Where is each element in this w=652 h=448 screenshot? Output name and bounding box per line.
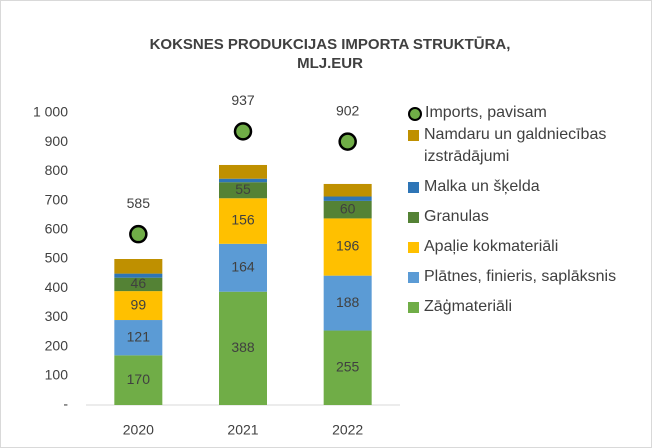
x-tick-label: 2020 — [123, 422, 154, 438]
total-marker — [338, 132, 357, 151]
legend-swatch — [408, 242, 419, 253]
legend-swatch — [408, 107, 422, 121]
total-marker — [129, 224, 148, 244]
bar-segment — [219, 291, 267, 405]
bar-segment — [219, 178, 267, 183]
bar-segment — [114, 355, 163, 405]
legend-swatch — [408, 302, 419, 313]
data-label: 99 — [131, 296, 147, 312]
data-label: 121 — [127, 328, 151, 344]
legend-swatch — [408, 182, 419, 193]
bar-segment — [323, 183, 372, 197]
legend-item: Granulas — [408, 206, 646, 228]
legend: Imports, pavisam Namdaru un galdniecības … — [408, 84, 646, 326]
bar-segment — [114, 291, 163, 321]
bar-segment — [323, 275, 372, 331]
y-tick-label: - — [63, 396, 68, 412]
bar-segment — [114, 320, 163, 356]
bar-segment — [323, 196, 372, 201]
y-tick-label: 400 — [45, 279, 69, 295]
legend-label: Granulas — [424, 208, 489, 225]
data-label: 585 — [127, 195, 151, 211]
bar-segment — [219, 198, 267, 244]
legend-label: Malka un šķelda — [424, 178, 540, 195]
bar-segment — [114, 259, 163, 274]
bar-segment — [114, 273, 163, 278]
data-label: 156 — [231, 212, 255, 228]
data-label: 255 — [336, 358, 360, 374]
legend-label: Apaļie kokmateriāli — [424, 238, 559, 255]
bar-segment — [219, 243, 267, 292]
legend-item: Zāģmateriāli — [408, 296, 646, 318]
y-tick-label: 1 000 — [33, 104, 68, 120]
bar-segment — [219, 182, 267, 199]
legend-item: Malka un šķelda — [408, 176, 646, 198]
x-tick-label: 2022 — [332, 422, 363, 438]
data-label: 196 — [336, 238, 360, 254]
legend-item: Namdaru un galdniecības izstrādājumi — [408, 124, 646, 168]
x-tick-label: 2021 — [227, 422, 258, 438]
y-tick-label: 800 — [45, 162, 69, 178]
data-label: 164 — [231, 258, 255, 274]
legend-swatch — [408, 130, 419, 141]
chart-title: MLJ.EUR — [297, 55, 363, 72]
y-tick-label: 100 — [45, 367, 69, 383]
y-tick-label: 600 — [45, 221, 69, 237]
data-label: 937 — [231, 92, 255, 108]
y-tick-label: 200 — [45, 337, 69, 353]
bar-segment — [323, 218, 372, 276]
data-label: 388 — [231, 339, 255, 355]
data-label: 170 — [127, 371, 151, 387]
legend-label: Namdaru un galdniecības izstrādājumi — [424, 126, 607, 165]
bar-segment — [219, 164, 267, 179]
data-label: 46 — [131, 275, 147, 291]
legend-swatch — [408, 212, 419, 223]
y-tick-label: 900 — [45, 133, 69, 149]
bar-segment — [114, 277, 163, 292]
legend-item: Apaļie kokmateriāli — [408, 236, 646, 258]
legend-item: Imports, pavisam — [408, 102, 646, 124]
y-tick-label: 300 — [45, 308, 69, 324]
data-label: 902 — [336, 102, 360, 118]
y-tick-label: 700 — [45, 191, 69, 207]
legend-label: Imports, pavisam — [425, 104, 547, 121]
data-label: 60 — [340, 200, 356, 216]
chart-title: KOKSNES PRODUKCIJAS IMPORTA STRUKTŪRA, — [150, 36, 511, 53]
legend-swatch — [408, 272, 419, 283]
bar-segment — [323, 330, 372, 405]
data-label: 188 — [336, 294, 360, 310]
data-label: 55 — [235, 181, 251, 197]
y-tick-label: 500 — [45, 250, 69, 266]
legend-label: Zāģmateriāli — [424, 298, 513, 315]
legend-item: Plātnes, finieris, saplāksnis — [408, 266, 646, 288]
total-marker — [233, 122, 253, 141]
legend-label: Plātnes, finieris, saplāksnis — [424, 268, 617, 285]
bar-segment — [323, 200, 372, 219]
